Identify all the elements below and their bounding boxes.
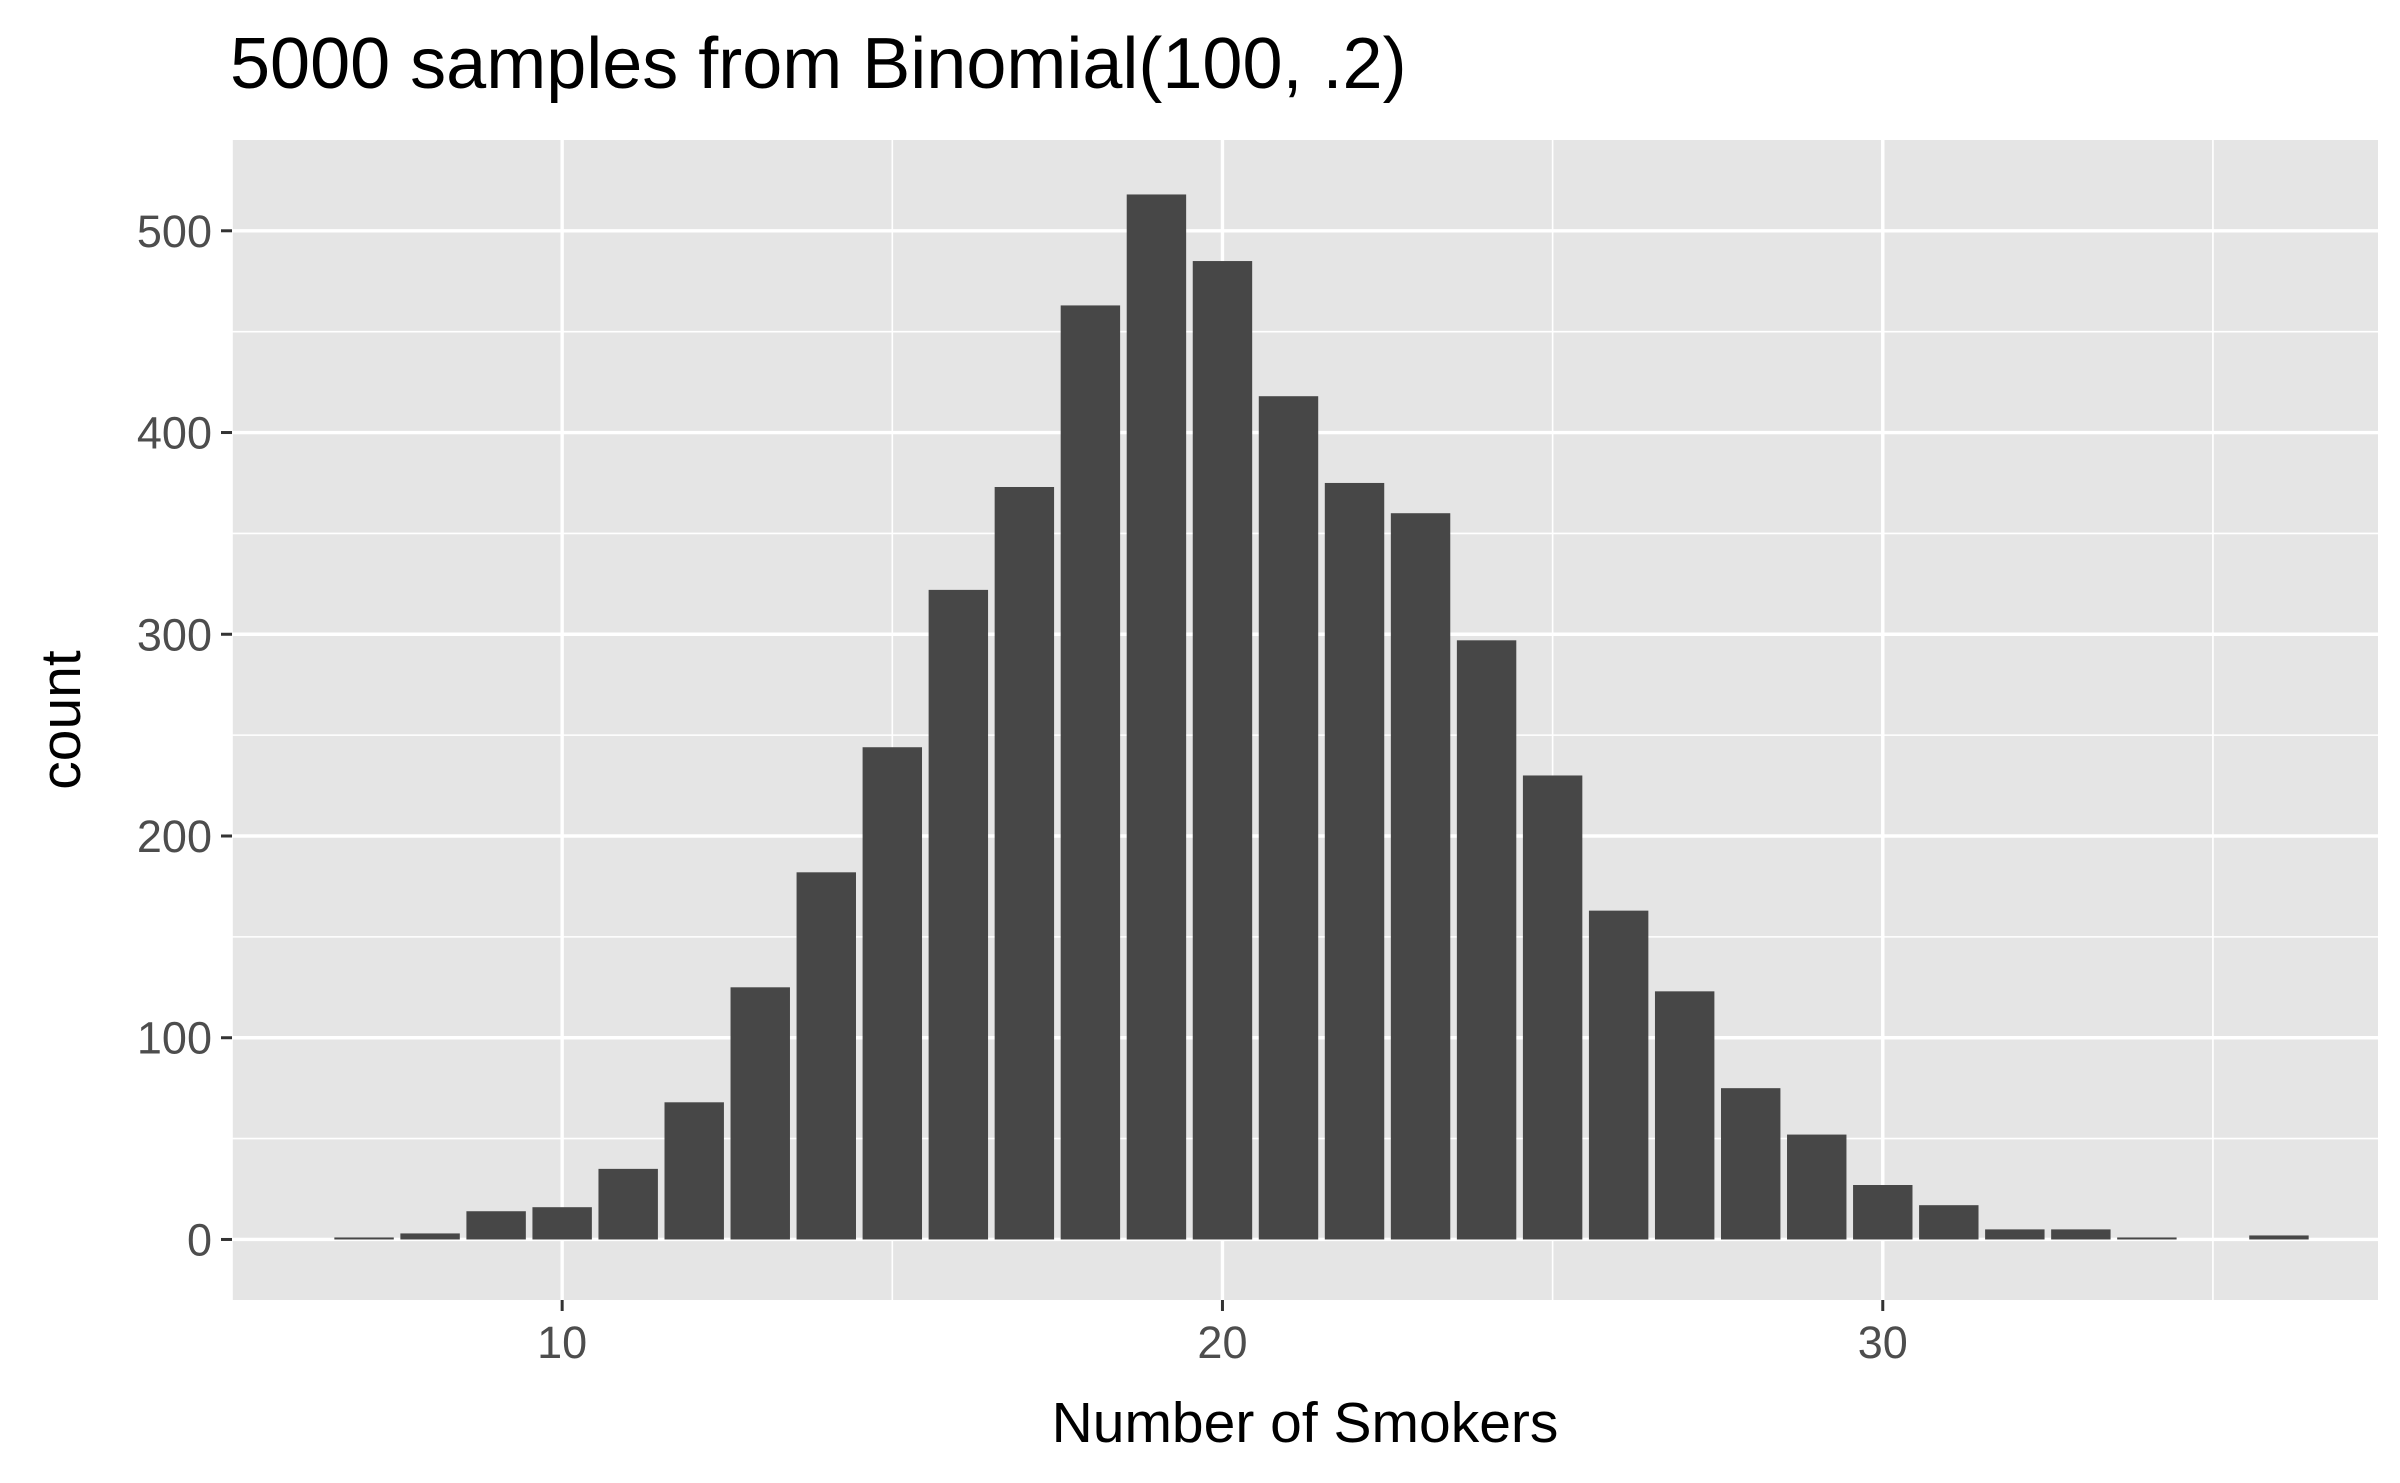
x-axis: 10 20 30: [537, 1300, 1908, 1368]
bar: [1324, 482, 1385, 1240]
bar: [994, 486, 1055, 1240]
bar: [1919, 1205, 1979, 1240]
bar: [1258, 396, 1319, 1240]
bar: [664, 1102, 724, 1240]
chart-title: 5000 samples from Binomial(100, .2): [230, 24, 1407, 104]
y-tick-label: 200: [137, 811, 212, 862]
y-axis-label: count: [29, 650, 93, 790]
bar: [1192, 261, 1253, 1240]
x-tick-label: 10: [537, 1317, 587, 1368]
bar: [862, 747, 923, 1240]
bar: [1654, 991, 1715, 1240]
bar: [1853, 1185, 1913, 1240]
bar: [1390, 513, 1451, 1240]
bar: [532, 1207, 592, 1240]
bar: [796, 872, 856, 1240]
y-tick-label: 100: [137, 1013, 212, 1064]
bar: [928, 589, 989, 1240]
x-axis-label: Number of Smokers: [1052, 1391, 1559, 1455]
bar: [730, 987, 790, 1240]
bar: [2249, 1235, 2309, 1240]
bar: [1720, 1088, 1781, 1240]
y-tick-label: 0: [187, 1214, 212, 1265]
bar: [400, 1233, 460, 1240]
bar: [1126, 194, 1187, 1240]
y-tick-label: 500: [137, 206, 212, 257]
bar: [1787, 1134, 1847, 1240]
bar: [2051, 1229, 2111, 1240]
bar: [334, 1237, 394, 1240]
y-axis: 0 100 200 300 400 500: [137, 206, 232, 1265]
bar: [1522, 775, 1583, 1240]
x-tick-label: 20: [1197, 1317, 1247, 1368]
bar: [1588, 910, 1649, 1240]
bars: [334, 194, 2309, 1240]
bar: [2117, 1237, 2177, 1240]
bar: [1985, 1229, 2045, 1240]
bar: [1456, 640, 1517, 1240]
x-tick-label: 30: [1858, 1317, 1908, 1368]
bar: [466, 1211, 526, 1240]
bar: [598, 1168, 658, 1240]
y-tick-label: 400: [137, 408, 212, 459]
y-tick-label: 300: [137, 609, 212, 660]
bar: [1060, 305, 1121, 1240]
